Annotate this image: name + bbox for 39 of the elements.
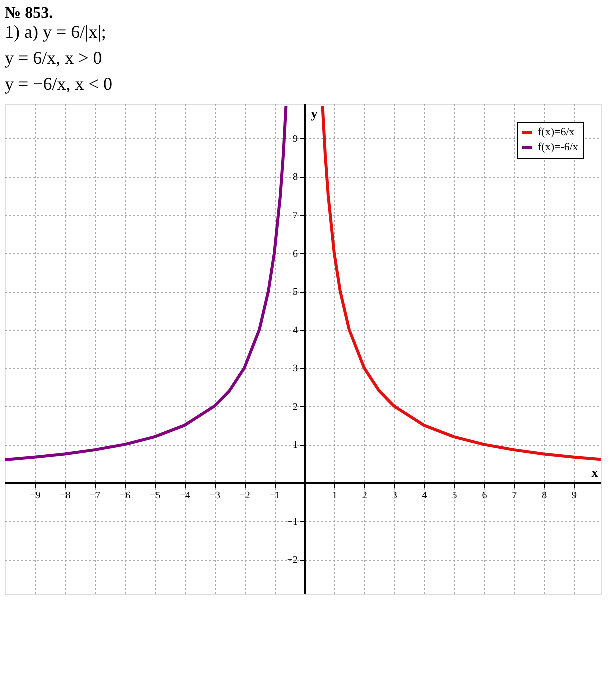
x-tick-label: −3: [210, 490, 220, 502]
x-tick-label: −7: [90, 490, 101, 502]
line-series: [5, 104, 288, 462]
y-tick-label: 2: [292, 402, 298, 413]
x-tick-label: −9: [30, 490, 41, 502]
y-tick-label: 9: [292, 134, 298, 145]
x-tick-label: 2: [362, 490, 368, 502]
x-tick-label: 5: [452, 490, 458, 502]
x-tick-label: 9: [572, 490, 578, 502]
x-tick-label: −2: [240, 490, 250, 502]
x-tick-label: 4: [422, 490, 428, 502]
x-tick-label: 1: [332, 490, 338, 502]
legend-label: f(x)=-6/x: [538, 142, 579, 154]
x-tick-label: 8: [542, 490, 548, 502]
x-tick-label: 6: [482, 490, 488, 502]
y-tick-label: 5: [292, 287, 298, 298]
y-tick-label: 8: [292, 172, 298, 184]
x-tick-label: −8: [60, 490, 71, 502]
text: 1) а) y = 6/|x|;: [5, 22, 106, 42]
y-tick-label: −1: [287, 516, 298, 528]
y-axis-title: y: [311, 106, 318, 121]
text: y = −6/x, x < 0: [5, 74, 112, 94]
y-tick-label: 4: [292, 325, 298, 336]
y-tick-label: 1: [292, 440, 298, 452]
y-tick-label: 7: [292, 210, 298, 222]
y-tick-label: 6: [292, 248, 298, 260]
y-tick-label: −2: [287, 555, 298, 566]
chart-title: № 853.: [5, 5, 54, 22]
x-tick-label: −5: [150, 490, 161, 502]
x-tick-label: 3: [392, 490, 398, 502]
y-tick-label: 3: [292, 364, 298, 375]
x-tick-label: 7: [512, 490, 518, 502]
line-series: [321, 104, 601, 462]
legend-label: f(x)=6/x: [538, 126, 576, 138]
x-tick-label: −6: [120, 490, 131, 502]
x-axis-title: x: [592, 464, 599, 480]
text: y = 6/x, x > 0: [5, 48, 102, 68]
x-tick-label: −4: [180, 490, 191, 502]
x-tick-label: −1: [270, 490, 280, 502]
